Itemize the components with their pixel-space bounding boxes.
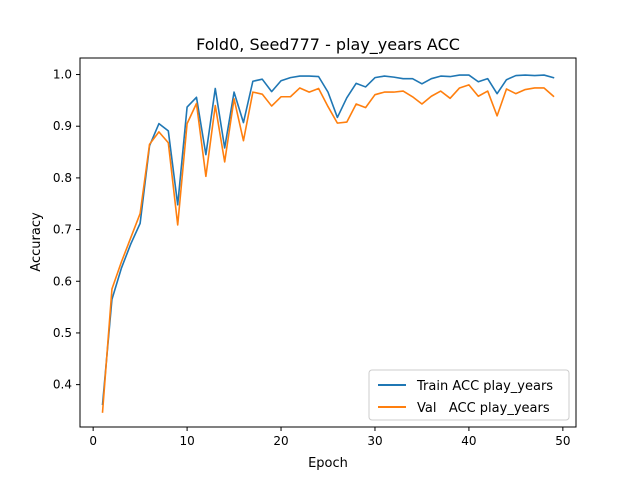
x-tick-label: 40: [461, 434, 476, 448]
chart-title: Fold0, Seed777 - play_years ACC: [196, 35, 460, 55]
y-tick-label: 0.7: [53, 223, 72, 237]
x-axis-label: Epoch: [308, 456, 348, 471]
y-tick-label: 0.8: [53, 171, 72, 185]
x-tick-label: 20: [273, 434, 288, 448]
legend-label-train: Train ACC play_years: [416, 379, 553, 394]
plot-area-frame: [79, 57, 577, 428]
y-axis-ticks: 0.4 0.5 0.6 0.7 0.8 0.9 1.0: [53, 68, 80, 392]
x-tick-label: 50: [555, 434, 570, 448]
legend-label-val: Val ACC play_years: [417, 401, 550, 416]
y-tick-label: 0.6: [53, 274, 72, 288]
y-axis-label: Accuracy: [29, 212, 44, 272]
x-tick-label: 30: [367, 434, 382, 448]
y-tick-label: 1.0: [53, 68, 72, 82]
series-layer: [101, 74, 555, 413]
x-tick-label: 10: [179, 434, 194, 448]
y-tick-label: 0.4: [53, 378, 72, 392]
legend: Train ACC play_years Val ACC play_years: [368, 369, 570, 421]
y-tick-label: 0.5: [53, 326, 72, 340]
y-tick-label: 0.9: [53, 119, 72, 133]
legend-box: [368, 369, 570, 421]
x-tick-label: 0: [89, 434, 97, 448]
x-axis-ticks: 0 10 20 30 40 50: [89, 427, 570, 448]
series-line-1: [101, 84, 555, 413]
series-line-0: [101, 74, 555, 406]
